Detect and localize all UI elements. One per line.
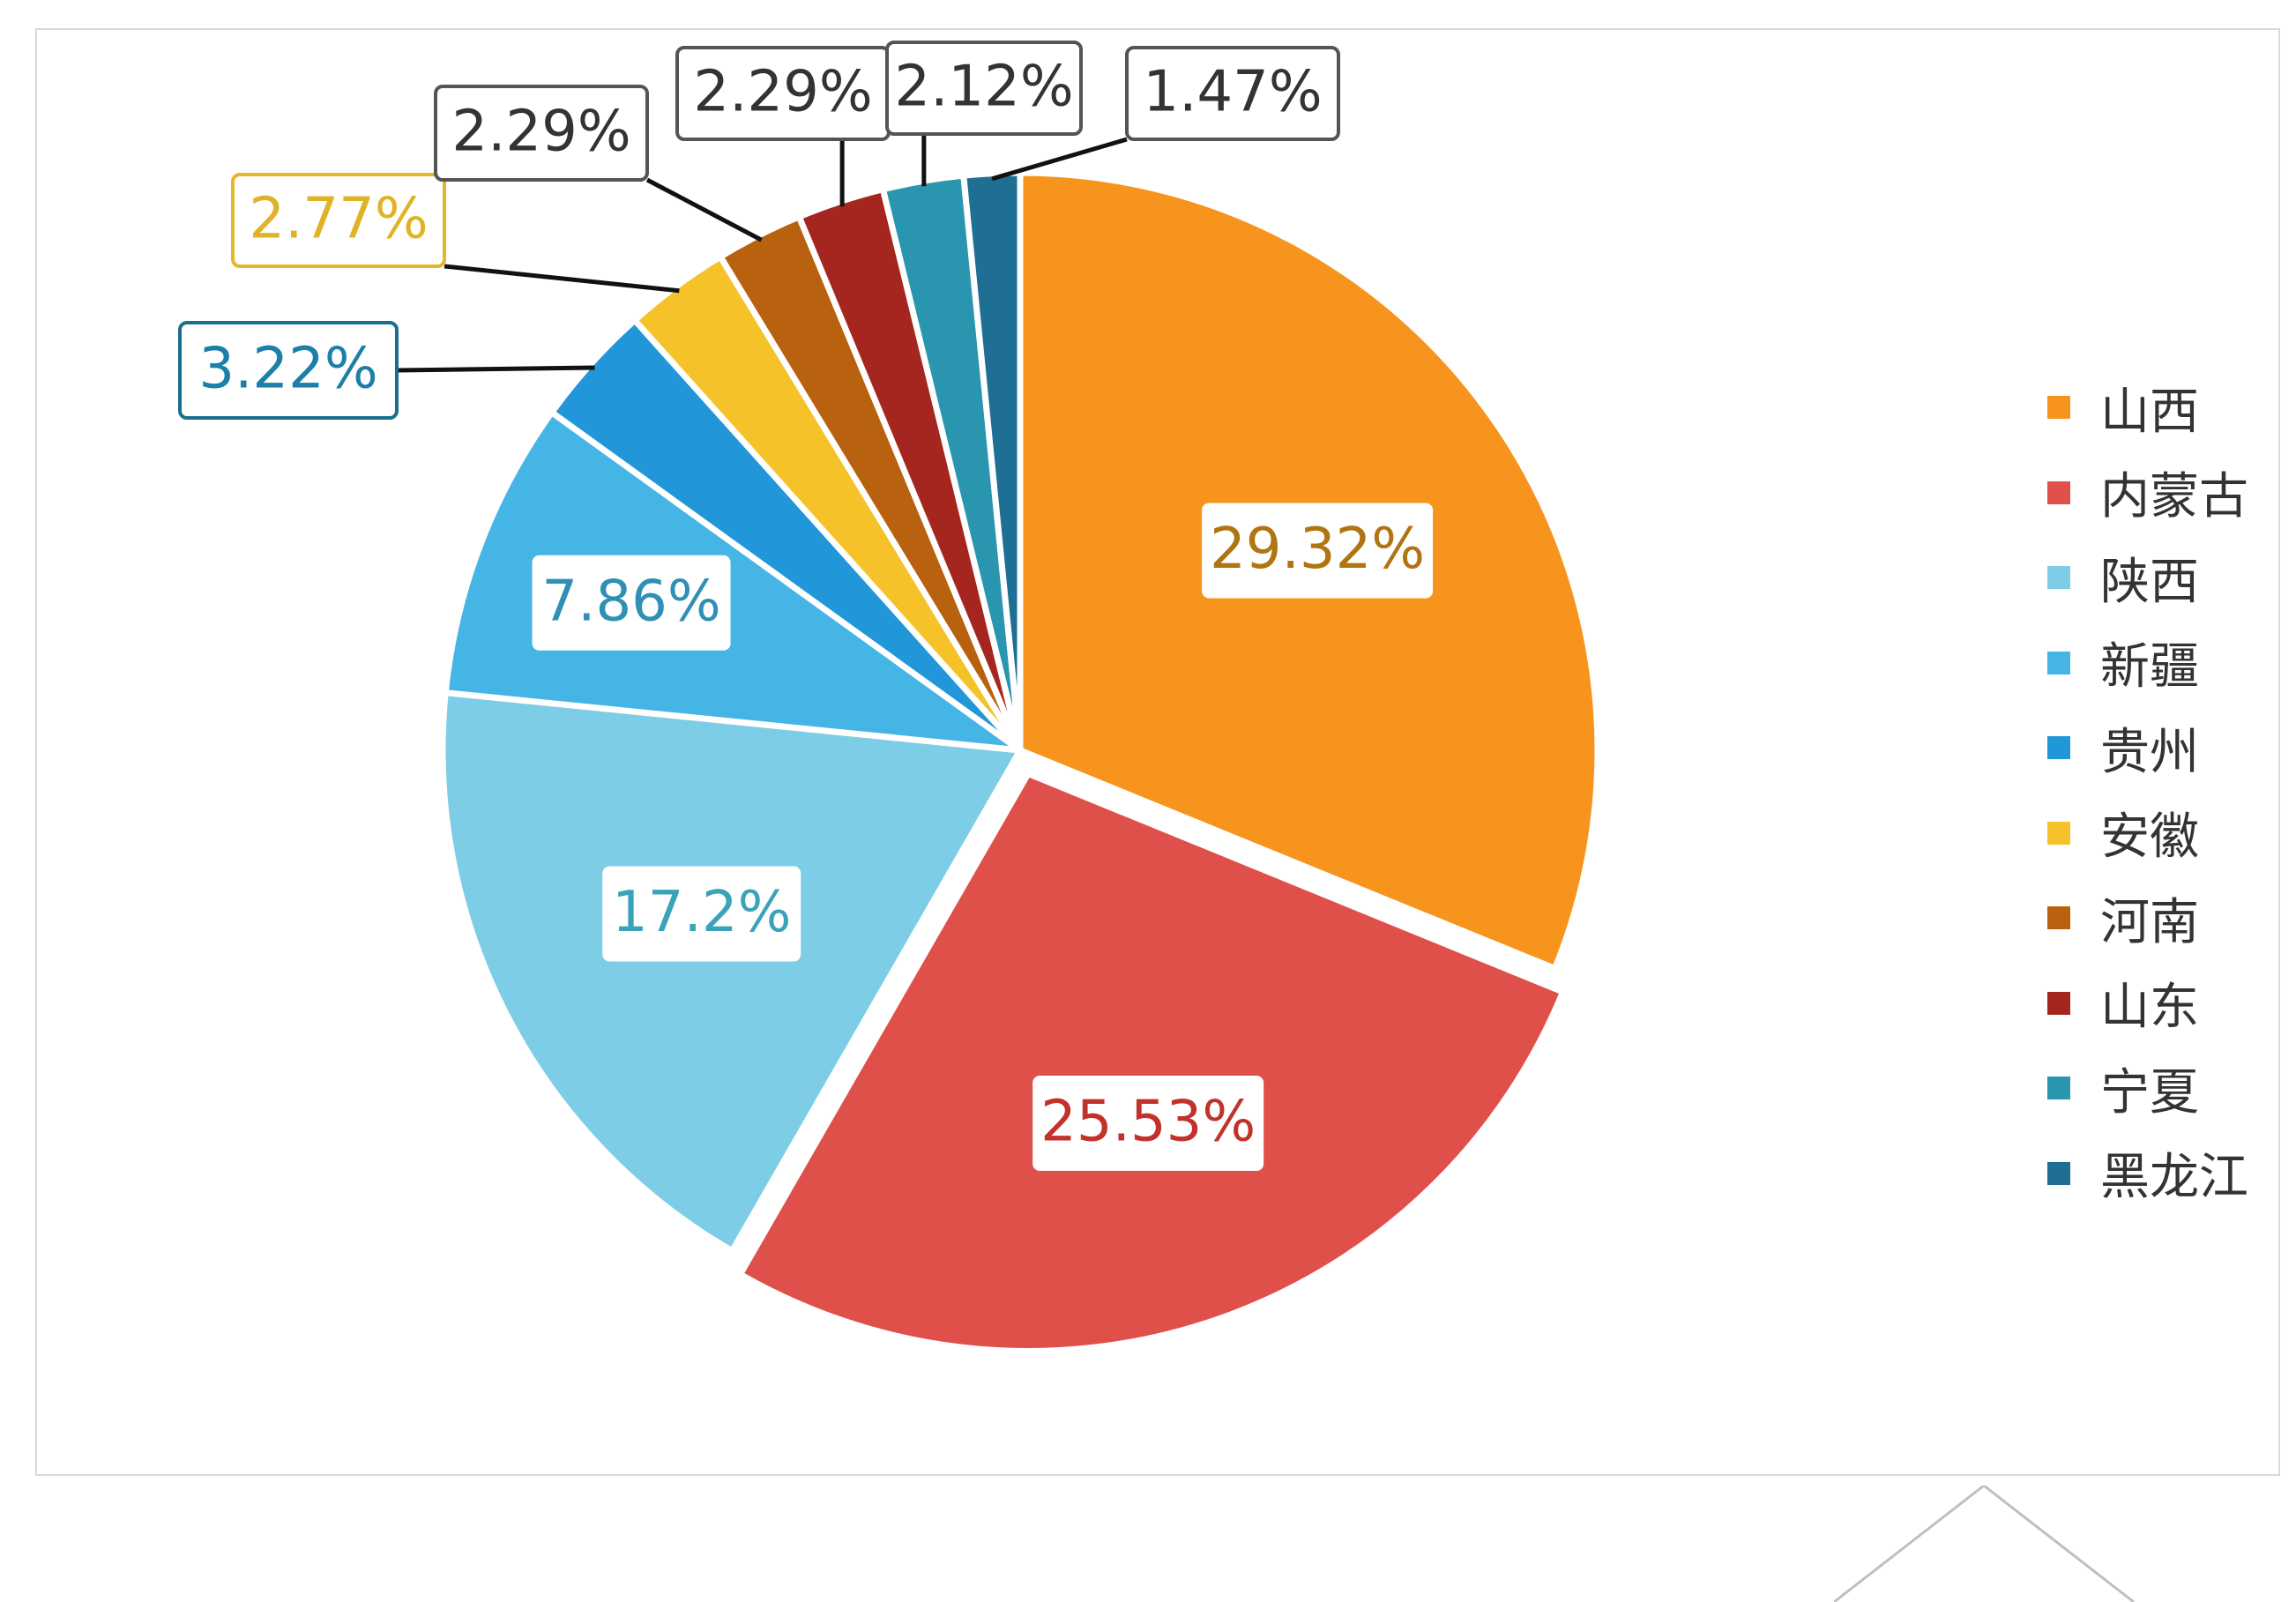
- pie-slices: [439, 169, 1601, 1354]
- legend-swatch-7: [2047, 906, 2070, 930]
- data-labels: 29.32% 25.53% 17.2% 7.86% 3.22% 2.77% 2.29% 2.2…: [178, 41, 1434, 1171]
- legend-item-10: 黑龙江: [2047, 1131, 2248, 1217]
- legend-label-5: 贵州: [2100, 723, 2199, 781]
- legend-item-1: 山西: [2047, 365, 2248, 451]
- data-label-9: 2.12%: [894, 55, 1073, 120]
- legend-item-6: 安徽: [2047, 791, 2248, 876]
- data-label-box-6: [231, 173, 446, 268]
- legend-swatch-1: [2047, 396, 2070, 420]
- legend-swatch-2: [2047, 481, 2070, 504]
- pie-slice-2: [737, 770, 1567, 1354]
- legend: 山西内蒙古陕西新疆贵州安徽河南山东宁夏黑龙江: [2047, 365, 2248, 1216]
- legend-item-5: 贵州: [2047, 705, 2248, 791]
- legend-swatch-4: [2047, 651, 2070, 674]
- pie-slice-4: [442, 409, 1024, 754]
- legend-swatch-8: [2047, 991, 2070, 1015]
- data-label-4: 7.86%: [541, 569, 720, 634]
- legend-item-7: 河南: [2047, 876, 2248, 961]
- leader-lines: [396, 134, 1128, 373]
- legend-label-3: 陕西: [2100, 553, 2199, 611]
- legend-label-2: 内蒙古: [2100, 468, 2248, 526]
- data-label-box-5: [178, 321, 399, 420]
- leader-line-7: [645, 177, 763, 242]
- data-label-box-4: [532, 555, 731, 651]
- legend-label-8: 山东: [2100, 979, 2199, 1037]
- data-label-box-1: [1202, 503, 1434, 599]
- legend-swatch-6: [2047, 821, 2070, 845]
- data-label-box-3: [602, 866, 801, 962]
- legend-item-9: 宁夏: [2047, 1046, 2248, 1131]
- data-label-box-10: [1125, 46, 1340, 141]
- data-label-3: 17.2%: [612, 880, 791, 945]
- data-label-1: 29.32%: [1210, 517, 1425, 582]
- pie-slice-3: [439, 689, 1024, 1255]
- pie-chart: 29.32% 25.53% 17.2% 7.86% 3.22% 2.77% 2.29% 2.2…: [178, 41, 1601, 1354]
- data-label-6: 2.77%: [249, 187, 428, 252]
- data-label-box-9: [885, 41, 1083, 136]
- legend-swatch-3: [2047, 566, 2070, 590]
- legend-label-6: 安徽: [2100, 808, 2199, 867]
- data-label-10: 1.47%: [1143, 60, 1322, 125]
- legend-label-1: 山西: [2100, 383, 2199, 441]
- corner-chevron-mark: [1834, 1486, 2135, 1602]
- legend-label-7: 河南: [2100, 893, 2199, 951]
- data-label-box-2: [1032, 1075, 1264, 1171]
- data-label-5: 3.22%: [198, 337, 377, 402]
- legend-item-3: 陕西: [2047, 535, 2248, 621]
- legend-swatch-5: [2047, 736, 2070, 760]
- leader-line-6: [444, 264, 680, 294]
- legend-label-4: 新疆: [2100, 638, 2199, 697]
- data-label-2: 25.53%: [1040, 1090, 1256, 1155]
- legend-swatch-10: [2047, 1161, 2070, 1185]
- data-label-7: 2.29%: [451, 100, 630, 165]
- legend-item-4: 新疆: [2047, 621, 2248, 706]
- leader-line-10: [991, 137, 1128, 182]
- chart-frame: 29.32% 25.53% 17.2% 7.86% 3.22% 2.77% 2.29% 2.2…: [35, 28, 2280, 1476]
- data-label-8: 2.29%: [693, 60, 872, 125]
- data-label-box-7: [434, 85, 649, 182]
- legend-item-2: 内蒙古: [2047, 451, 2248, 536]
- legend-item-8: 山东: [2047, 961, 2248, 1047]
- legend-label-10: 黑龙江: [2100, 1149, 2248, 1207]
- leader-line-5: [396, 365, 595, 373]
- legend-label-9: 宁夏: [2100, 1063, 2199, 1121]
- legend-swatch-9: [2047, 1077, 2070, 1100]
